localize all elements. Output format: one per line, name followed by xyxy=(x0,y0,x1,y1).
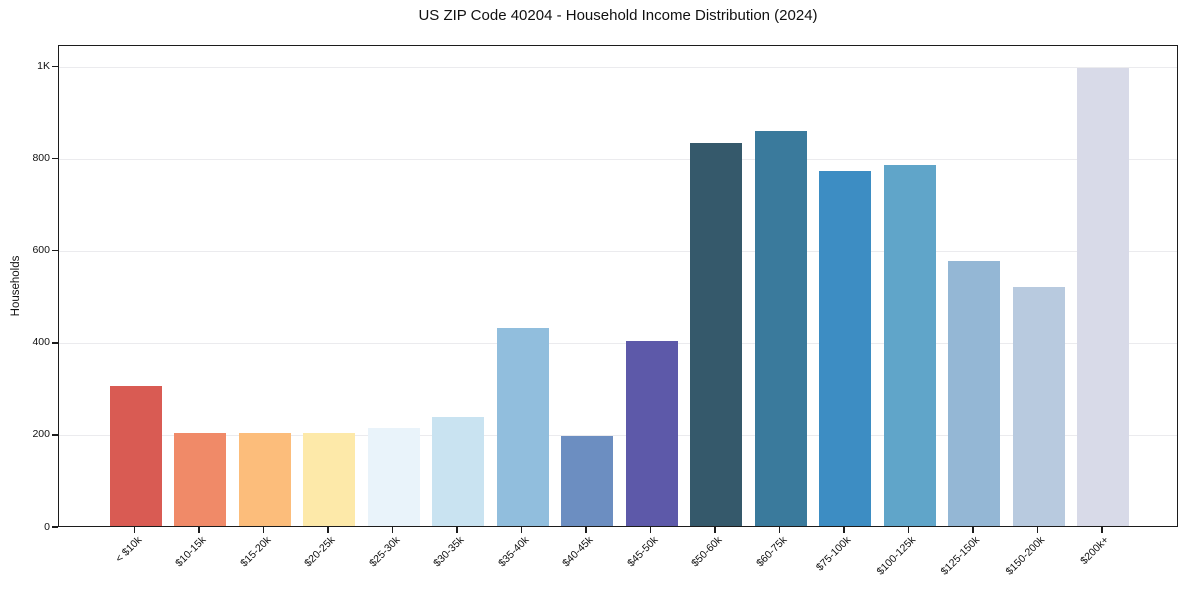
bar xyxy=(754,131,807,526)
x-tick-mark xyxy=(133,527,136,533)
x-tick-mark xyxy=(327,527,329,533)
x-tick-label-text: $35-40k xyxy=(495,534,531,570)
x-tick-label-text: $20-25k xyxy=(302,534,338,570)
x-tick-mark xyxy=(456,527,458,533)
bar xyxy=(109,385,162,526)
y-tick-label: 0 xyxy=(44,520,50,533)
gridline xyxy=(59,67,1177,69)
gridline xyxy=(59,343,1177,345)
x-tick-label-text: $75-100k xyxy=(814,534,854,574)
x-tick-mark xyxy=(649,527,652,533)
x-tick-label-text: $30-35k xyxy=(431,534,467,570)
x-tick-mark xyxy=(778,527,781,533)
x-tick-mark xyxy=(520,527,523,533)
x-tick-label-text: $10-15k xyxy=(173,534,209,570)
x-tick-mark xyxy=(1036,527,1039,533)
y-tick-label: 200 xyxy=(32,428,50,441)
chart-title: US ZIP Code 40204 - Household Income Dis… xyxy=(418,7,818,24)
x-tick-label-text: $25-30k xyxy=(366,534,402,570)
y-tick-mark xyxy=(52,434,58,436)
plot-area xyxy=(58,45,1178,527)
y-tick-mark xyxy=(52,158,58,160)
x-tick-mark xyxy=(1101,527,1103,533)
bar xyxy=(367,428,420,526)
x-tick-mark xyxy=(262,527,265,533)
x-tick-mark xyxy=(907,527,910,533)
bar xyxy=(303,432,355,526)
x-tick-label-text: $40-45k xyxy=(560,534,596,570)
bar xyxy=(561,435,613,526)
x-tick-label-text: $150-200k xyxy=(1003,534,1047,578)
y-tick-mark xyxy=(52,526,58,528)
y-tick-label: 1K xyxy=(37,60,50,73)
x-tick-label-text: $125-150k xyxy=(938,534,983,578)
x-tick-mark xyxy=(714,527,716,533)
bar xyxy=(1012,286,1065,526)
x-tick-label-text: $15-20k xyxy=(237,534,273,570)
bar xyxy=(1077,67,1129,526)
y-tick-label: 600 xyxy=(32,244,50,257)
x-tick-label-text: $45-50k xyxy=(624,534,660,570)
bar xyxy=(238,433,291,526)
x-tick-label-text: $100-125k xyxy=(874,534,918,578)
y-axis-label: Households xyxy=(10,255,22,317)
x-tick-mark xyxy=(843,527,845,533)
y-tick-mark xyxy=(52,250,58,252)
y-tick-mark xyxy=(52,65,58,68)
y-tick-label: 800 xyxy=(32,152,50,165)
bar xyxy=(819,171,871,526)
x-tick-label-text: $200k+ xyxy=(1078,534,1112,568)
x-tick-mark xyxy=(585,527,587,533)
y-tick-label: 400 xyxy=(32,336,50,349)
x-tick-label-text: $50-60k xyxy=(689,534,725,570)
x-tick-label-text: < $10k xyxy=(112,534,144,565)
x-tick-mark xyxy=(972,527,974,533)
x-tick-label-text: $60-75k xyxy=(753,534,789,570)
bar xyxy=(690,142,742,526)
bar xyxy=(883,164,936,526)
bar xyxy=(432,416,484,526)
bar xyxy=(496,328,549,526)
gridline xyxy=(59,159,1177,161)
x-tick-mark xyxy=(391,527,394,533)
bar xyxy=(625,340,678,526)
bar xyxy=(174,433,226,526)
gridline xyxy=(59,251,1177,253)
gridline xyxy=(59,435,1177,437)
y-tick-mark xyxy=(52,342,58,344)
x-tick-mark xyxy=(198,527,200,533)
bar xyxy=(948,260,1000,526)
